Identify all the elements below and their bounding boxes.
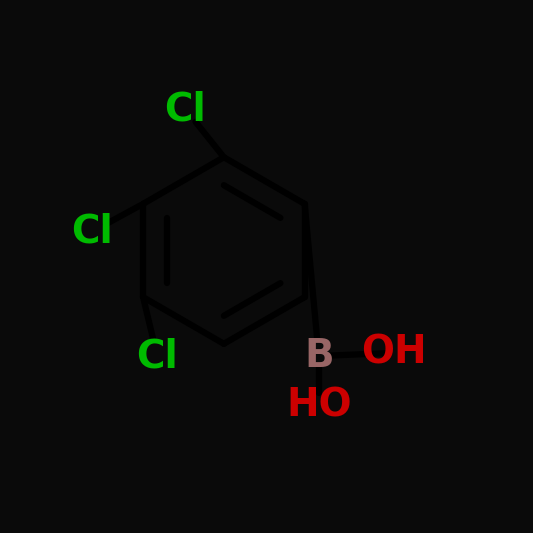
Text: OH: OH: [361, 334, 427, 372]
Text: HO: HO: [286, 386, 352, 424]
Text: Cl: Cl: [165, 90, 206, 128]
Text: B: B: [304, 337, 334, 375]
Text: Cl: Cl: [136, 337, 178, 375]
Text: Cl: Cl: [71, 213, 112, 251]
